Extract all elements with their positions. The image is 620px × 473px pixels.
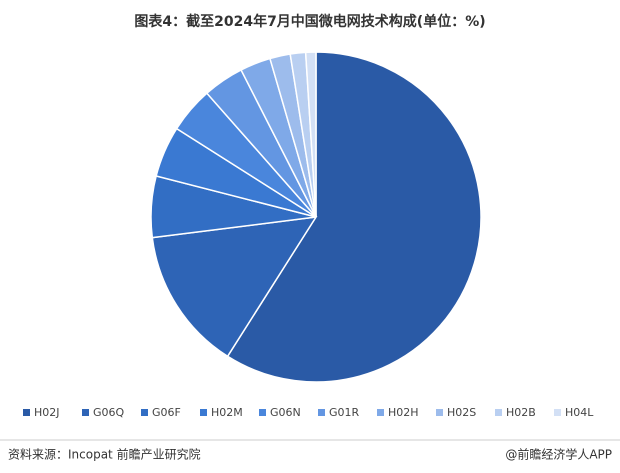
pie-slice — [304, 51, 317, 218]
chart-title: 图表4：截至2024年7月中国微电网技术构成(单位：%) — [134, 13, 485, 30]
legend-swatch — [141, 409, 148, 416]
legend-swatch — [495, 409, 502, 416]
source: 资料来源：Incopat 前瞻产业研究院 — [8, 447, 201, 462]
legend-swatch — [436, 409, 443, 416]
legend-label: H02M — [211, 406, 243, 419]
legend-label: H02J — [34, 406, 60, 419]
legend-label: G06N — [270, 406, 301, 419]
legend-swatch — [200, 409, 207, 416]
legend-label: H04L — [565, 406, 594, 419]
pie-slice — [151, 216, 318, 358]
legend-swatch — [554, 409, 561, 416]
legend-label: H02B — [506, 406, 536, 419]
brand: @前瞻经济学人APP — [505, 447, 612, 462]
legend-label: G06F — [152, 406, 181, 419]
pie-slice — [226, 51, 482, 383]
legend-label: G06Q — [93, 406, 125, 419]
legend-swatch — [259, 409, 266, 416]
legend-swatch — [82, 409, 89, 416]
legend-swatch — [318, 409, 325, 416]
legend-label: H02H — [388, 406, 419, 419]
legend-swatch — [23, 409, 30, 416]
legend-swatch — [377, 409, 384, 416]
legend-label: H02S — [447, 406, 476, 419]
legend-label: G01R — [329, 406, 360, 419]
